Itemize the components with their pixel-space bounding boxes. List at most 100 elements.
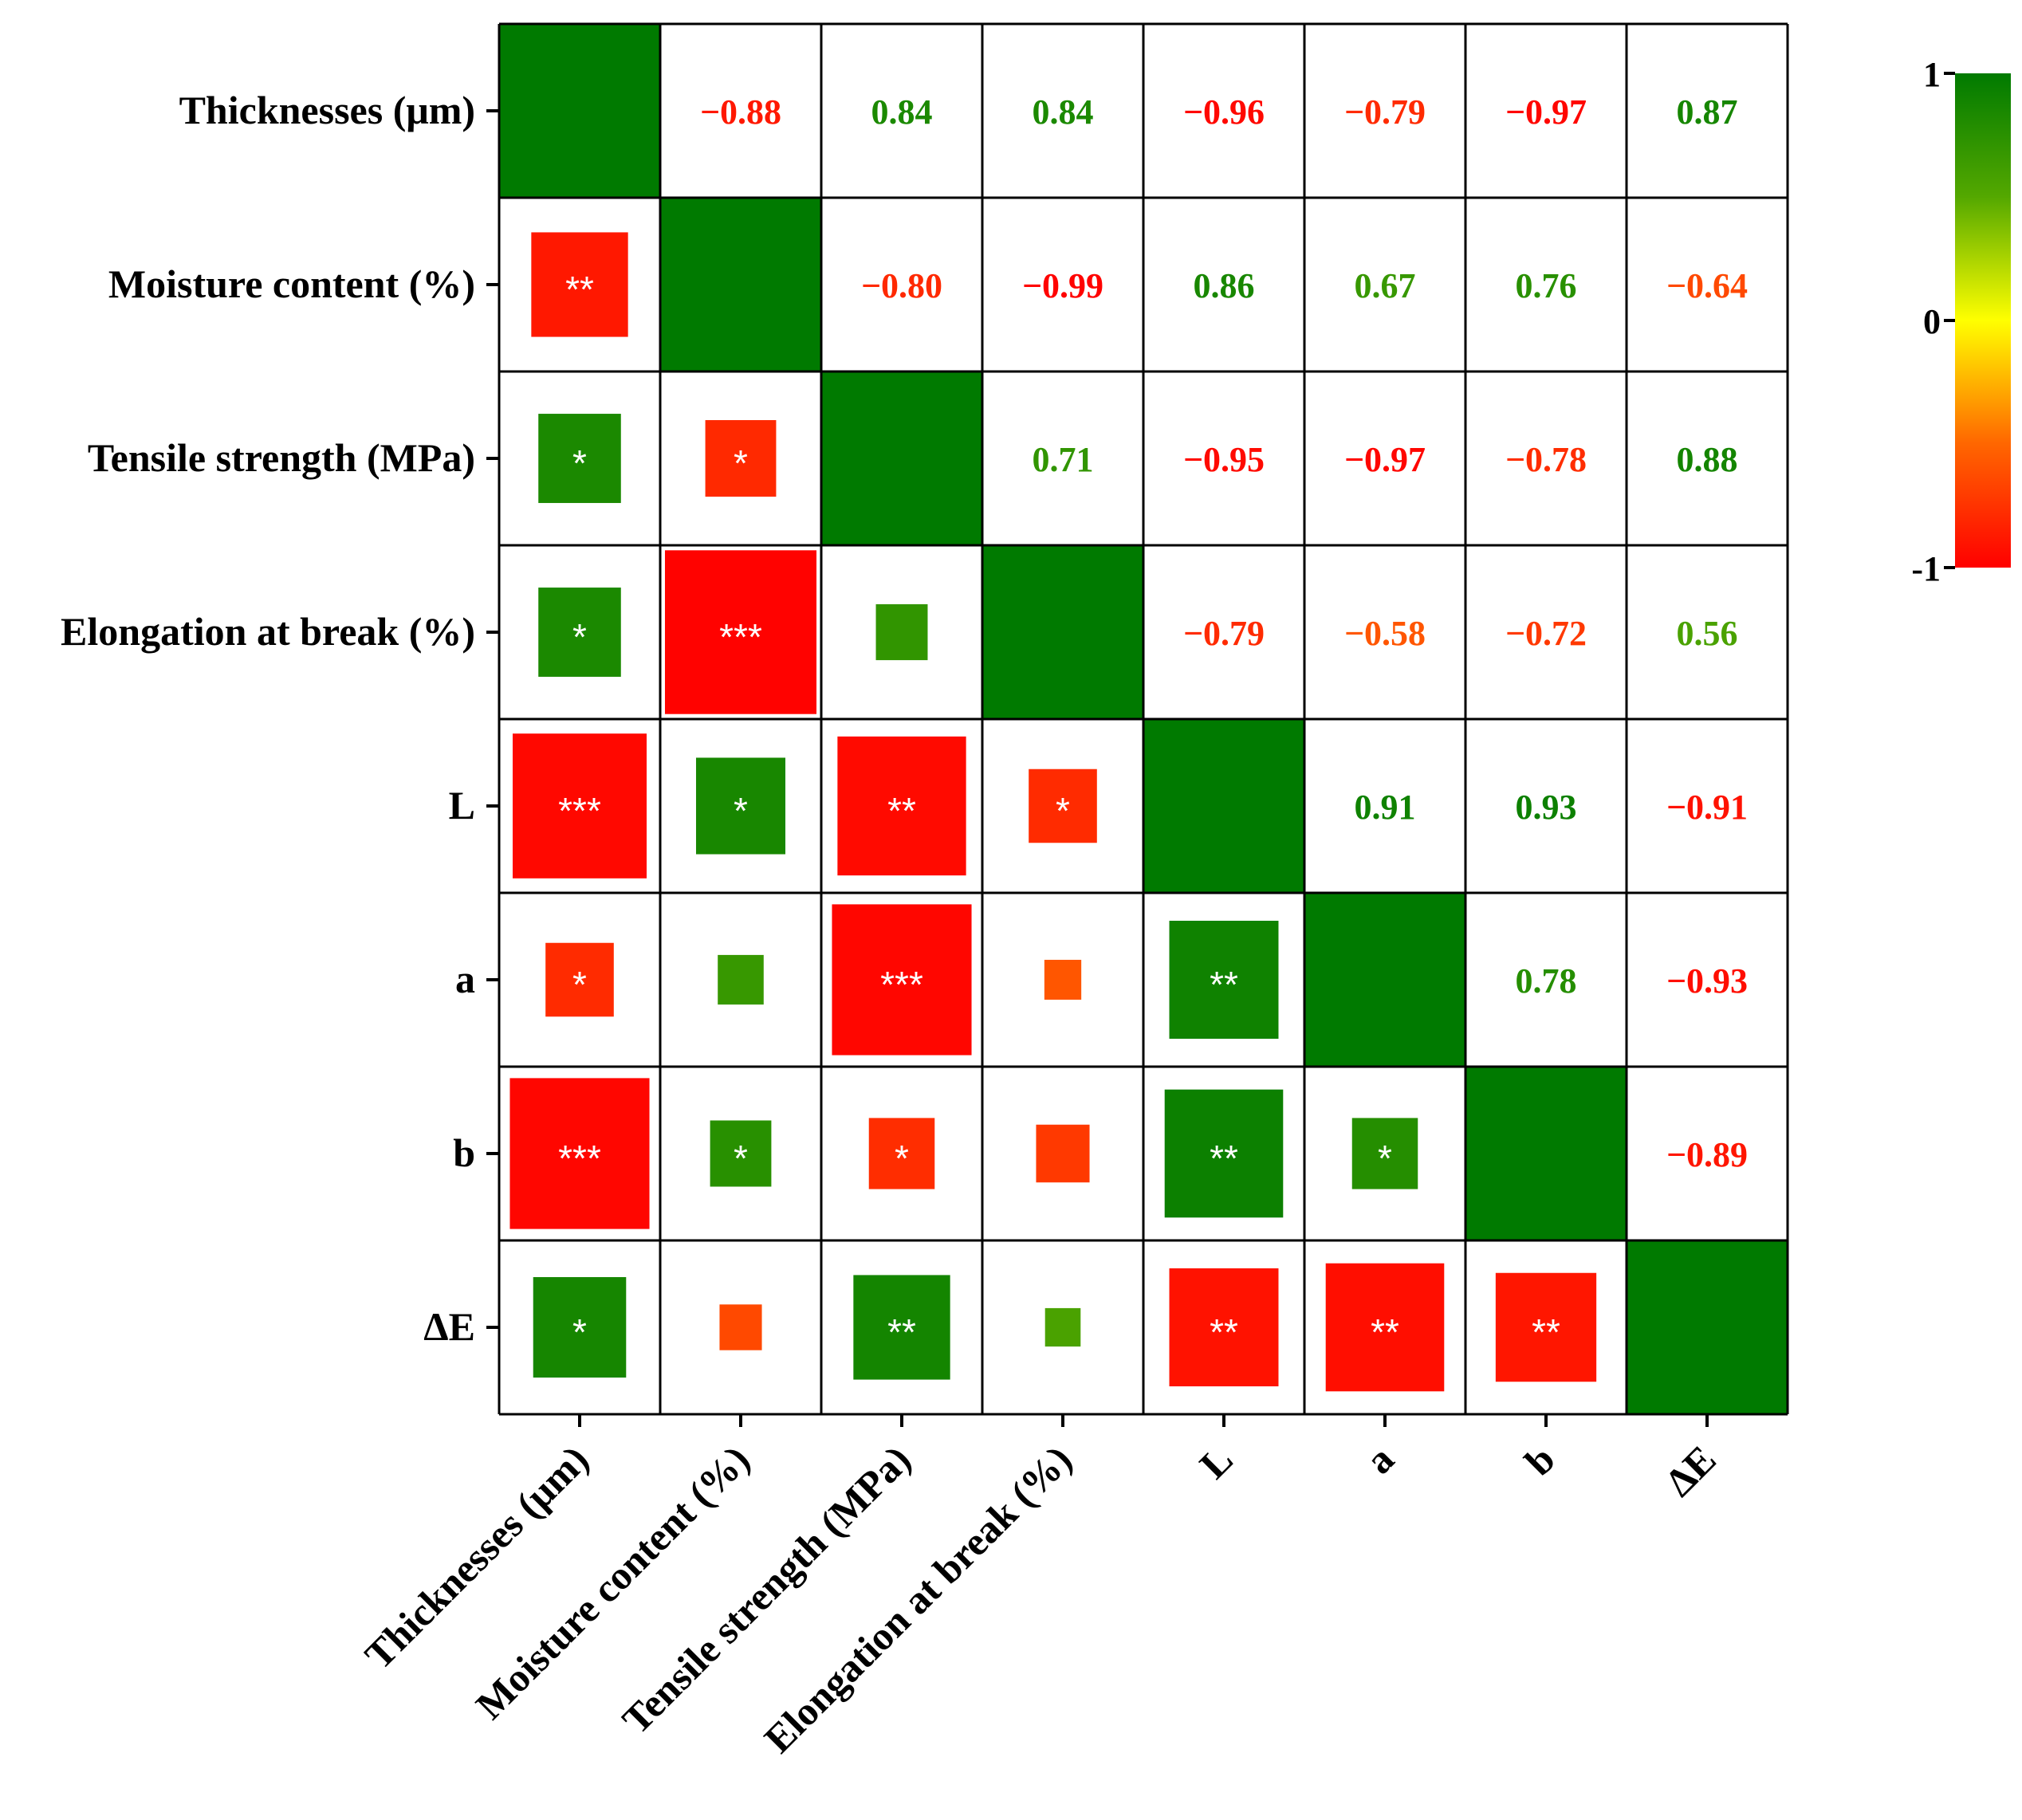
x-axis-label: Moisture content (%) <box>467 1437 758 1728</box>
correlation-value-label: 0.88 <box>1677 440 1738 479</box>
correlation-value-label: −0.72 <box>1505 614 1587 653</box>
correlation-square <box>1029 768 1097 843</box>
significance-stars: ** <box>565 269 594 310</box>
significance-stars: * <box>1056 790 1070 831</box>
correlation-square <box>538 588 621 677</box>
y-axis-label: Moisture content (%) <box>108 261 475 306</box>
correlation-value-label: 0.86 <box>1194 266 1255 305</box>
correlation-value-label: 0.91 <box>1355 788 1416 827</box>
significance-stars: *** <box>719 616 762 658</box>
correlation-value-label: −0.95 <box>1183 440 1265 479</box>
correlation-value-label: −0.97 <box>1505 92 1587 132</box>
colorbar-tick-label: 1 <box>1923 55 1941 94</box>
x-axis-label: Tensile strength (MPa) <box>613 1437 919 1742</box>
diagonal-cell <box>1627 1240 1788 1414</box>
diagonal-cell <box>982 545 1143 719</box>
correlation-value-label: −0.79 <box>1183 614 1265 653</box>
significance-stars: ** <box>1210 964 1238 1005</box>
correlation-square <box>710 1120 772 1187</box>
correlation-square <box>531 232 628 337</box>
correlation-value-label: −0.96 <box>1183 92 1265 132</box>
diagonal-cell <box>499 24 660 198</box>
diagonal-cell <box>660 198 821 371</box>
y-axis-label: Tensile strength (MPa) <box>88 435 475 480</box>
correlation-square <box>853 1275 950 1380</box>
correlation-square <box>538 414 621 503</box>
significance-stars: * <box>572 442 587 484</box>
x-axis-label: L <box>1191 1437 1241 1487</box>
colorbar-tick-label: 0 <box>1923 302 1941 341</box>
heatmap-cells: −0.88 0.84 0.84 −0.96 −0.79 −0.97 0.87** −0.80−… <box>499 24 1788 1414</box>
y-axis-label: ΔE <box>423 1304 475 1349</box>
significance-stars: * <box>734 1138 748 1179</box>
correlation-value-label: −0.58 <box>1344 614 1426 653</box>
correlation-value-label: 0.71 <box>1033 440 1094 479</box>
correlation-value-label: −0.79 <box>1344 92 1426 132</box>
significance-stars: * <box>895 1138 909 1179</box>
significance-stars: * <box>572 1311 587 1353</box>
y-axis-label: a <box>455 957 475 1001</box>
correlation-square <box>832 904 972 1055</box>
significance-stars: ** <box>887 790 916 831</box>
correlation-square <box>1169 1268 1279 1387</box>
correlation-square <box>1036 1124 1090 1183</box>
significance-stars: ** <box>1371 1311 1399 1353</box>
correlation-value-label: −0.78 <box>1505 440 1587 479</box>
correlation-square <box>1325 1263 1445 1392</box>
correlation-square <box>719 1304 762 1350</box>
correlation-square <box>509 1078 650 1229</box>
correlation-square <box>837 736 966 876</box>
correlation-value-label: −0.89 <box>1666 1135 1748 1174</box>
correlation-value-label: 0.84 <box>1033 92 1094 132</box>
diagonal-cell <box>1465 1067 1627 1240</box>
correlation-square <box>1495 1272 1597 1382</box>
correlation-square <box>875 603 928 661</box>
y-axis-label: L <box>449 783 475 827</box>
x-axis-label: ΔE <box>1656 1437 1724 1504</box>
correlation-value-label: −0.99 <box>1022 266 1103 305</box>
significance-stars: *** <box>558 1138 601 1179</box>
correlation-square <box>545 942 614 1017</box>
y-axis-label: Elongation at break (%) <box>61 609 475 654</box>
correlation-square <box>1169 920 1279 1040</box>
correlation-value-label: −0.64 <box>1666 266 1748 305</box>
significance-stars: * <box>572 964 587 1005</box>
diagonal-cell <box>1143 719 1304 893</box>
heatmap-grid <box>498 22 1789 1416</box>
correlation-square <box>718 954 764 1005</box>
colorbar-tick-label: -1 <box>1911 549 1941 588</box>
correlation-value-label: −0.93 <box>1666 961 1748 1000</box>
correlation-value-label: 0.56 <box>1677 614 1738 653</box>
correlation-value-label: 0.87 <box>1677 92 1738 132</box>
correlation-square <box>1351 1118 1418 1189</box>
colorbar-gradient <box>1955 73 2011 568</box>
correlation-value-label: 0.76 <box>1516 266 1577 305</box>
correlation-value-label: 0.84 <box>871 92 933 132</box>
correlation-square <box>512 733 647 879</box>
x-axis-label: a <box>1357 1437 1402 1482</box>
correlation-square <box>695 757 786 855</box>
significance-stars: *** <box>880 964 923 1005</box>
significance-stars: *** <box>558 790 601 831</box>
significance-stars: * <box>1378 1138 1392 1179</box>
significance-stars: * <box>572 616 587 658</box>
y-axis-label: b <box>453 1130 475 1175</box>
significance-stars: ** <box>1210 1311 1238 1353</box>
correlation-square <box>868 1118 935 1189</box>
correlation-value-label: 0.93 <box>1516 788 1577 827</box>
significance-stars: ** <box>1532 1311 1560 1353</box>
correlation-square <box>1044 959 1082 1000</box>
correlation-square <box>705 419 777 497</box>
x-axis-label: Elongation at break (%) <box>756 1437 1080 1761</box>
diagonal-cell <box>821 371 982 545</box>
significance-stars: ** <box>1210 1138 1238 1179</box>
correlation-value-label: 0.67 <box>1355 266 1416 305</box>
y-axis-label: Thicknesses (μm) <box>179 88 475 132</box>
diagonal-cell <box>1304 893 1465 1067</box>
x-axis-labels: Thicknesses (μm)Moisture content (%)Tens… <box>356 1414 1725 1761</box>
significance-stars: ** <box>887 1311 916 1353</box>
correlation-square <box>664 550 817 714</box>
correlation-square <box>1164 1089 1284 1218</box>
x-axis-label: b <box>1516 1437 1564 1484</box>
